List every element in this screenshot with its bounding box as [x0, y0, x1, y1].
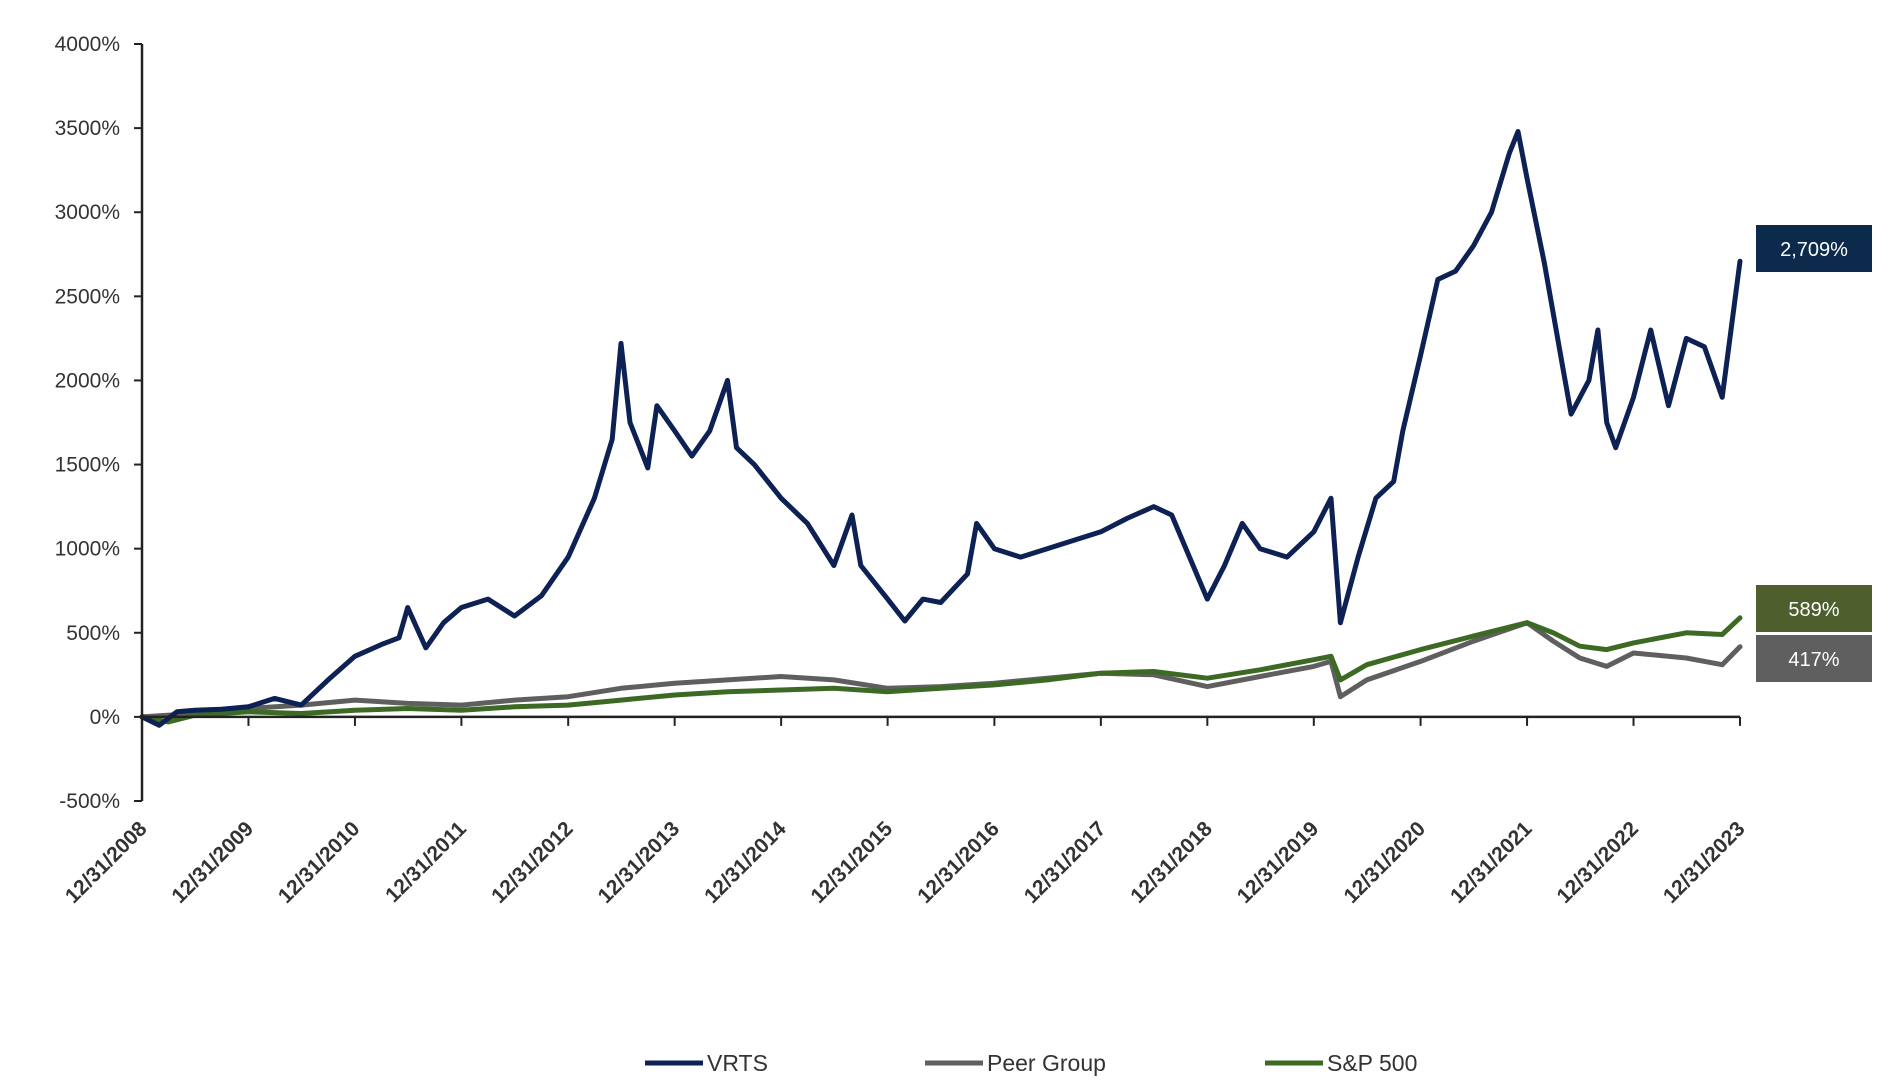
y-tick-label: 4000%: [55, 33, 120, 56]
legend-label: Peer Group: [987, 1050, 1106, 1076]
x-tick-label: 12/31/2021: [1446, 817, 1537, 908]
x-tick-label: 12/31/2013: [594, 817, 685, 908]
legend-label: S&P 500: [1327, 1050, 1417, 1076]
x-tick-label: 12/31/2019: [1233, 817, 1324, 908]
y-tick-label: 1000%: [55, 538, 120, 561]
x-tick-label: 12/31/2022: [1552, 817, 1643, 908]
end-value-label-s-p-500: 589%: [1756, 585, 1872, 632]
x-tick-label: 12/31/2011: [381, 817, 471, 907]
end-value-label-peer-group: 417%: [1756, 635, 1872, 682]
x-tick-label: 12/31/2017: [1020, 817, 1111, 908]
x-tick-label: 12/31/2014: [700, 817, 791, 908]
x-tick-label: 12/31/2015: [807, 817, 898, 908]
legend: VRTS Peer Group S&P 500: [645, 1050, 1417, 1076]
x-tick-label: 12/31/2016: [913, 817, 1004, 908]
series-line-s-p-500: [139, 615, 1743, 725]
legend-label: VRTS: [707, 1050, 768, 1076]
x-tick-label: 12/31/2008: [61, 817, 152, 908]
legend-item-vrts: VRTS: [645, 1050, 768, 1076]
y-tick-label: 500%: [66, 622, 120, 645]
y-tick-label: 1500%: [55, 454, 120, 477]
legend-item-s-p-500: S&P 500: [1265, 1050, 1417, 1076]
y-tick-label: 0%: [90, 706, 120, 729]
series-line-vrts: [139, 129, 1743, 728]
x-axis: 12/31/2008 12/31/2009 12/31/2010 12/31/2011…: [61, 715, 1750, 908]
plot-lines: [139, 129, 1743, 728]
x-tick-label: 12/31/2023: [1659, 817, 1750, 908]
y-axis: -500% 0% 500% 1000% 1500% 2000% 2500% 3000% 3500…: [55, 33, 144, 813]
svg-text:2,709%: 2,709%: [1780, 239, 1848, 261]
legend-item-peer-group: Peer Group: [925, 1050, 1106, 1076]
x-tick-label: 12/31/2010: [274, 817, 365, 908]
y-tick-label: 3500%: [55, 117, 120, 140]
x-tick-label: 12/31/2018: [1126, 817, 1217, 908]
svg-text:417%: 417%: [1788, 649, 1839, 671]
end-labels: 2,709% 589% 417%: [1756, 225, 1872, 682]
svg-text:589%: 589%: [1788, 599, 1839, 621]
x-tick-label: 12/31/2012: [487, 817, 578, 908]
end-value-label-vrts: 2,709%: [1756, 225, 1872, 272]
series-line-peer-group: [139, 620, 1743, 720]
y-tick-label: 2500%: [55, 285, 120, 308]
y-tick-label: -500%: [59, 790, 120, 813]
x-tick-label: 12/31/2009: [167, 817, 258, 908]
x-tick-label: 12/31/2020: [1340, 817, 1431, 908]
y-tick-label: 3000%: [55, 201, 120, 224]
y-tick-label: 2000%: [55, 369, 120, 392]
